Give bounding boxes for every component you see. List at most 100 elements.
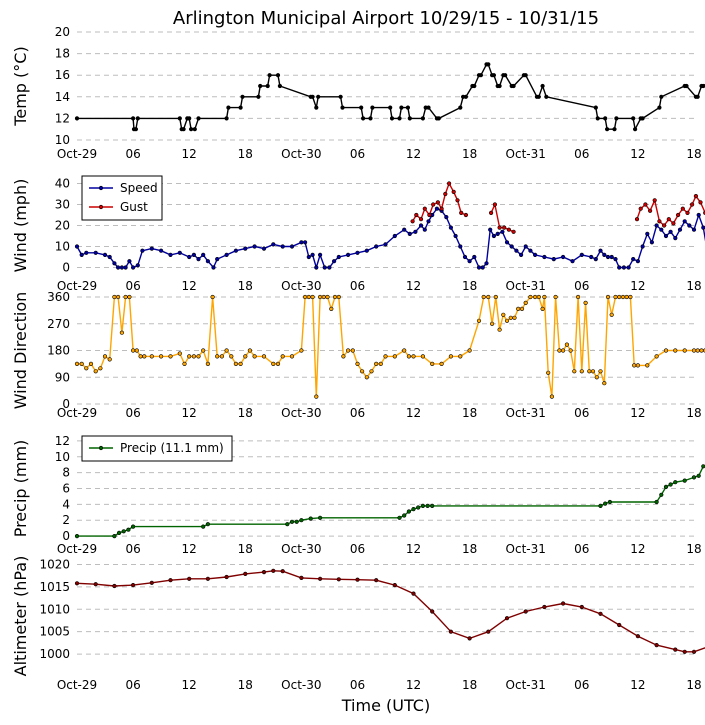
direction-data-point [682,348,687,353]
wind-data-point [252,244,257,249]
wind-data-point [112,261,117,266]
direction-data-point [508,315,513,320]
direction-data-point [620,294,626,300]
wind-data-point [560,254,566,260]
x-tick-label: 06 [350,542,365,556]
legend-marker [98,445,104,451]
direction-data-point [238,361,243,367]
x-tick-label: 12 [630,406,645,420]
wind-data-point [657,219,662,224]
precip-data-point [116,530,122,536]
x-tick-label: 06 [574,406,589,420]
direction-data-point [695,348,700,353]
temp-data-point [503,73,508,78]
altimeter-data-point [168,578,173,583]
wind-data-point [211,265,216,270]
direction-data-point [602,381,607,386]
direction-data-point [557,348,562,353]
direction-data-point [628,294,633,300]
altimeter-data-point [374,578,379,583]
precip-data-point [416,505,421,510]
x-tick-label: Oct-31 [506,406,546,420]
x-tick-label: Oct-30 [281,406,321,420]
x-tick-label: 18 [462,147,477,161]
temp-data-point [397,116,402,121]
wind-data-point [462,254,468,260]
x-tick-label: 12 [406,678,421,692]
precip-panel: 0 2 46 8 10 12 Precip (mm) Oct-29 06 12 18 Oct-30 06… [11,434,705,556]
altimeter-panel: 1000 1005 1010 1015 1020 Altimeter (hPa) Oct-2… [11,556,705,692]
altimeter-data-point [673,647,678,652]
altimeter-data-point [411,591,416,596]
wind-data-point [215,257,220,262]
temp-data-point [240,94,245,99]
direction-data-point [112,294,117,300]
direction-data-point [303,294,308,300]
wind-data-point [613,257,618,262]
wind-data-point [107,254,112,260]
direction-data-point [374,361,379,367]
y-tick-label: 14 [55,90,70,104]
altimeter-data-point [486,629,491,634]
altimeter-data-point [430,609,435,614]
wind-data-point [668,229,673,234]
temp-data-point [275,73,281,78]
x-tick-label: 18 [462,678,477,692]
temp-data-point [478,73,484,78]
wind-data-point [422,206,427,211]
precip-data-point [285,522,290,527]
temp-data-point [238,105,243,110]
altimeter-data-point [355,577,360,582]
direction-data-point [458,354,463,359]
temp-data-point [684,83,689,89]
direction-data-point [201,348,206,353]
temp-data-point [359,105,364,110]
wind-data-point [355,250,360,255]
wind-data-point [332,259,337,264]
x-tick-label: Oct-29 [57,542,97,556]
wind-data-point [187,254,192,260]
wind-data-point [484,261,489,266]
wind-data-point [532,252,538,257]
wind-data-point [463,212,469,218]
wind-data-point [191,252,196,257]
wind-data-point [79,252,84,257]
y-tick-label: 16 [55,68,70,82]
precip-data-point [402,513,407,518]
direction-data-point [568,348,573,353]
direction-data-point [196,354,201,359]
wind-data-point [689,202,695,207]
temp-data-point [436,116,441,121]
direction-data-point [645,363,650,368]
temp-data-point [131,116,136,121]
precip-data-point [430,503,435,509]
temp-data-point [368,116,373,121]
x-tick-label: 06 [574,542,589,556]
wind-data-point [693,194,699,199]
x-tick-label: 12 [630,542,645,556]
y-tick-label: 360 [47,290,70,304]
temp-data-point [491,73,497,78]
wind-data-point [434,206,440,211]
wind-data-point [579,252,584,257]
wind-data-point [626,265,631,270]
wind-data-point [511,229,516,234]
temp-data-point [187,116,192,121]
direction-data-point [107,357,112,362]
direction-data-point [123,294,128,300]
wind-data-point [661,223,667,228]
altimeter-data-point [271,568,276,573]
y-tick-label: 10 [55,240,70,254]
wind-data-point [233,248,238,253]
wind-data-point [177,250,182,255]
wind-data-point [687,223,692,228]
direction-data-point [699,348,704,353]
y-tick-label: 1015 [39,580,70,594]
direction-data-point [271,361,276,367]
wind-data-point [196,257,201,262]
x-tick-label: 18 [462,279,477,293]
direction-data-point [402,348,407,353]
wind-data-point [621,265,627,270]
temp-data-point [340,105,345,110]
